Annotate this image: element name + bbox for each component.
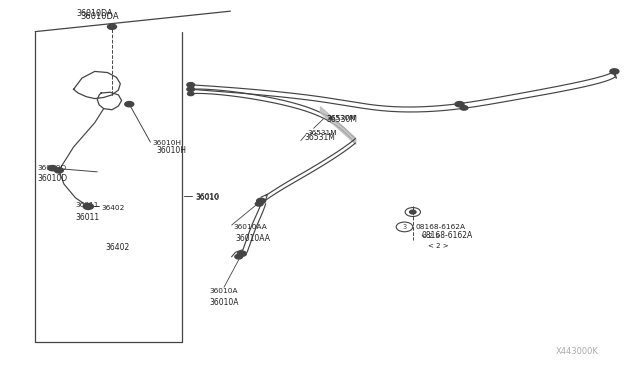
Text: 3: 3 [403, 224, 406, 230]
Circle shape [54, 168, 63, 173]
Circle shape [108, 24, 116, 29]
Text: < 2 >: < 2 > [428, 243, 448, 248]
Text: X443000K: X443000K [556, 347, 598, 356]
Text: 36010AA: 36010AA [234, 224, 268, 230]
Text: 36531M: 36531M [307, 130, 337, 136]
Text: 36010AA: 36010AA [236, 234, 271, 243]
Text: 36402: 36402 [101, 205, 125, 211]
Circle shape [187, 87, 195, 92]
Circle shape [455, 102, 464, 107]
Circle shape [83, 203, 93, 209]
Text: 36011: 36011 [76, 202, 99, 208]
Text: 36010: 36010 [195, 193, 220, 202]
Text: 36530M: 36530M [326, 115, 356, 121]
Circle shape [237, 251, 246, 256]
Circle shape [235, 254, 243, 259]
Text: 36010: 36010 [195, 194, 219, 200]
Text: 08168-6162A: 08168-6162A [421, 231, 472, 240]
Circle shape [188, 92, 194, 96]
Circle shape [410, 210, 416, 214]
Circle shape [610, 69, 619, 74]
Circle shape [48, 166, 57, 171]
Text: 36010A: 36010A [210, 288, 238, 294]
Text: 08168-6162A: 08168-6162A [416, 224, 466, 230]
Text: 36010DA: 36010DA [76, 9, 113, 18]
Text: 36010D: 36010D [37, 165, 67, 171]
Circle shape [460, 106, 468, 110]
Text: 36531M: 36531M [304, 133, 335, 142]
Circle shape [125, 102, 134, 107]
Text: 36010A: 36010A [209, 298, 239, 307]
Text: 36530M: 36530M [326, 115, 357, 124]
Circle shape [187, 83, 195, 87]
Circle shape [255, 202, 263, 206]
Text: 36402: 36402 [106, 243, 130, 252]
Text: 36010DA: 36010DA [80, 12, 118, 21]
Text: 36010H: 36010H [152, 140, 181, 146]
Circle shape [257, 198, 266, 203]
Text: < 2 >: < 2 > [421, 233, 441, 239]
Text: 36010D: 36010D [37, 174, 67, 183]
Text: 36010H: 36010H [157, 146, 187, 155]
Text: 36011: 36011 [76, 213, 100, 222]
